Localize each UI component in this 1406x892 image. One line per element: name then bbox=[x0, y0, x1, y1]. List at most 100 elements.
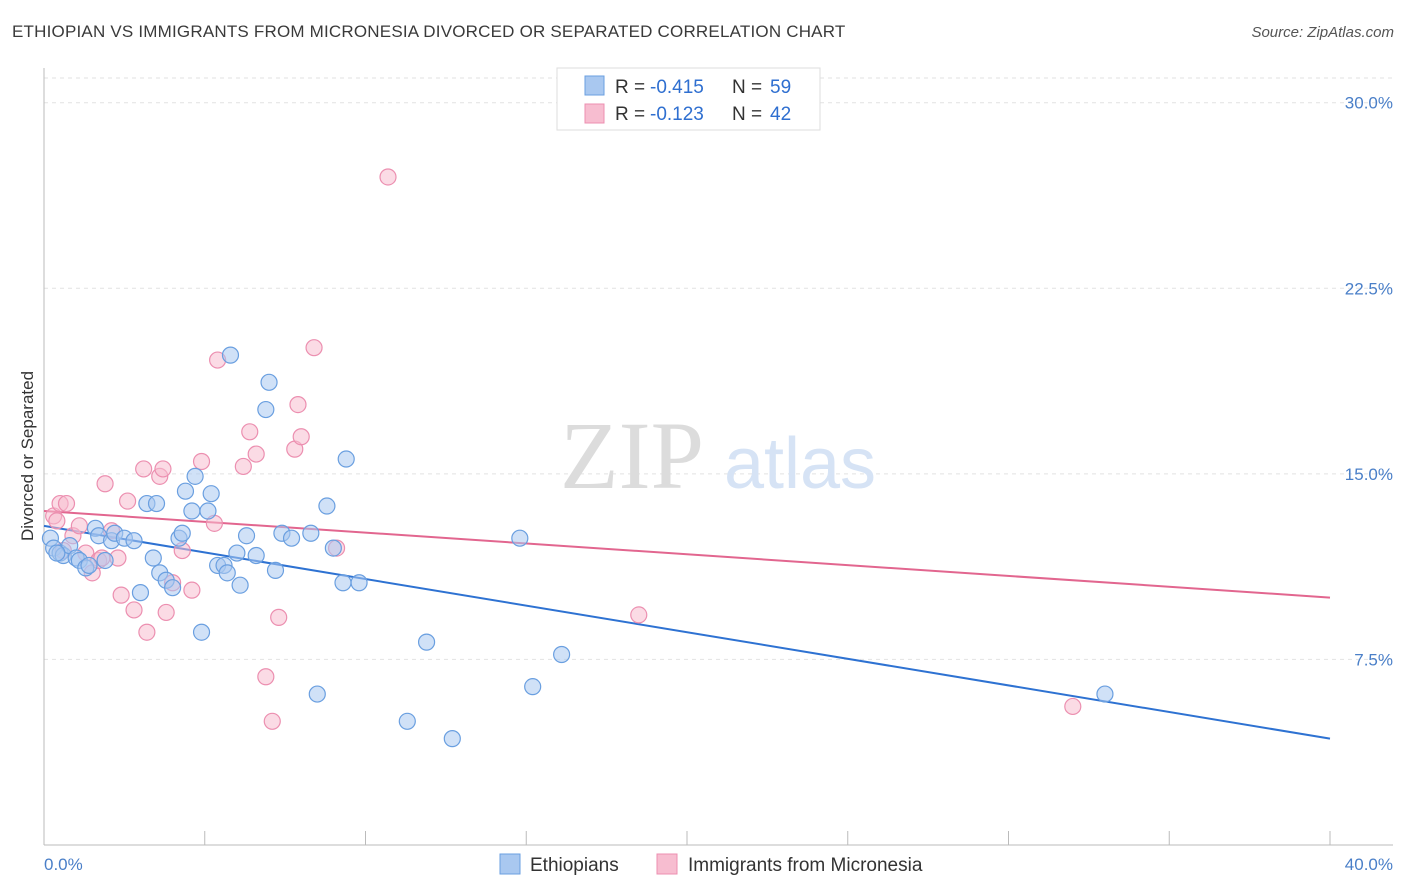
data-point-ethiopians bbox=[131, 584, 150, 602]
data-point-ethiopians bbox=[511, 529, 529, 547]
y-tick-label: 7.5% bbox=[1354, 650, 1393, 669]
data-point-ethiopians bbox=[443, 730, 461, 748]
data-points bbox=[41, 168, 1114, 748]
data-point-micronesia bbox=[70, 517, 88, 535]
data-point-ethiopians bbox=[176, 482, 195, 500]
data-point-ethiopians bbox=[1096, 685, 1114, 703]
data-point-ethiopians bbox=[266, 561, 285, 579]
watermark-atlas: atlas bbox=[724, 424, 876, 504]
data-point-ethiopians bbox=[164, 579, 182, 597]
bottom-legend-label-micronesia: Immigrants from Micronesia bbox=[688, 855, 923, 876]
y-tick-label: 30.0% bbox=[1345, 94, 1393, 113]
legend-swatch-micronesia bbox=[584, 103, 605, 124]
y-tick-labels: 7.5% 15.0% 22.5% 30.0% bbox=[1345, 94, 1393, 670]
data-point-ethiopians bbox=[553, 645, 571, 664]
data-point-ethiopians bbox=[247, 546, 265, 565]
legend-n-value-1: 59 bbox=[770, 77, 791, 98]
data-point-micronesia bbox=[289, 395, 307, 414]
data-point-micronesia bbox=[247, 445, 265, 463]
data-point-ethiopians bbox=[308, 685, 326, 703]
data-point-ethiopians bbox=[282, 529, 301, 547]
data-point-micronesia bbox=[135, 460, 153, 478]
data-point-micronesia bbox=[305, 339, 323, 357]
legend-n-label-1: N = bbox=[732, 77, 762, 98]
legend-swatch-ethiopians bbox=[584, 75, 605, 96]
data-point-ethiopians bbox=[202, 485, 220, 503]
y-tick-label: 15.0% bbox=[1345, 465, 1393, 484]
data-point-ethiopians bbox=[260, 373, 278, 391]
legend-r-label-1: R = bbox=[615, 77, 645, 98]
data-point-ethiopians bbox=[199, 502, 217, 520]
data-point-ethiopians bbox=[302, 524, 320, 542]
x-tick-label-max: 40.0% bbox=[1345, 855, 1393, 874]
data-point-ethiopians bbox=[228, 544, 246, 562]
data-point-ethiopians bbox=[147, 494, 166, 513]
legend-n-label-2: N = bbox=[732, 104, 762, 125]
data-point-micronesia bbox=[234, 457, 252, 476]
legend-r-value-1: -0.415 bbox=[650, 77, 704, 98]
bottom-legend: Ethiopians Immigrants from Micronesia bbox=[499, 853, 923, 876]
data-point-ethiopians bbox=[324, 539, 342, 557]
chart-title: ETHIOPIAN VS IMMIGRANTS FROM MICRONESIA … bbox=[12, 22, 846, 41]
trend-line-micronesia bbox=[43, 509, 1331, 599]
axes bbox=[43, 68, 1393, 846]
data-point-ethiopians bbox=[48, 544, 66, 562]
x-tick-labels: 0.0% 40.0% bbox=[44, 855, 1393, 874]
data-point-micronesia bbox=[263, 712, 281, 730]
legend: R = -0.415 N = 59 R = -0.123 N = 42 bbox=[556, 67, 821, 131]
y-axis-title: Divorced or Separated bbox=[18, 371, 37, 541]
watermark-zip: ZIP bbox=[560, 402, 704, 509]
data-point-ethiopians bbox=[186, 467, 204, 485]
data-point-micronesia bbox=[125, 601, 143, 619]
watermark: ZIP atlas bbox=[560, 402, 876, 509]
data-point-ethiopians bbox=[192, 623, 211, 641]
bottom-legend-swatch-ethiopians bbox=[499, 853, 521, 875]
data-point-ethiopians bbox=[125, 532, 143, 550]
data-point-ethiopians bbox=[524, 678, 542, 696]
bottom-legend-label-ethiopians: Ethiopians bbox=[530, 855, 619, 876]
data-point-ethiopians bbox=[96, 551, 114, 570]
data-point-ethiopians bbox=[237, 527, 256, 545]
data-point-ethiopians bbox=[231, 576, 249, 594]
data-point-micronesia bbox=[138, 623, 156, 641]
data-point-micronesia bbox=[1064, 697, 1082, 716]
data-point-ethiopians bbox=[337, 450, 355, 468]
data-point-ethiopians bbox=[350, 574, 368, 592]
data-point-ethiopians bbox=[318, 497, 336, 515]
data-point-micronesia bbox=[154, 460, 172, 478]
data-point-micronesia bbox=[183, 581, 201, 599]
data-point-ethiopians bbox=[183, 502, 201, 520]
data-point-micronesia bbox=[292, 428, 310, 446]
x-axis-ticks bbox=[43, 831, 1331, 845]
data-point-ethiopians bbox=[173, 524, 191, 542]
data-point-micronesia bbox=[241, 423, 259, 441]
data-point-ethiopians bbox=[398, 712, 416, 730]
data-point-micronesia bbox=[192, 452, 211, 471]
grid-lines bbox=[44, 77, 1393, 660]
data-point-ethiopians bbox=[144, 549, 162, 567]
data-point-micronesia bbox=[379, 168, 397, 186]
legend-r-label-2: R = bbox=[615, 104, 645, 125]
data-point-micronesia bbox=[112, 586, 130, 604]
data-point-ethiopians bbox=[257, 400, 275, 419]
legend-r-value-2: -0.123 bbox=[650, 104, 704, 125]
data-point-ethiopians bbox=[80, 556, 98, 575]
data-point-ethiopians bbox=[218, 564, 236, 582]
data-point-micronesia bbox=[257, 668, 275, 686]
source-credit: Source: ZipAtlas.com bbox=[1251, 24, 1394, 41]
data-point-micronesia bbox=[630, 606, 648, 624]
data-point-ethiopians bbox=[417, 633, 436, 651]
data-point-micronesia bbox=[48, 512, 66, 530]
legend-n-value-2: 42 bbox=[770, 104, 791, 125]
data-point-micronesia bbox=[96, 475, 114, 493]
y-tick-label: 22.5% bbox=[1345, 279, 1393, 298]
data-point-micronesia bbox=[157, 603, 175, 622]
data-point-micronesia bbox=[118, 492, 137, 510]
data-point-micronesia bbox=[270, 608, 288, 626]
bottom-legend-swatch-micronesia bbox=[656, 853, 678, 875]
data-point-ethiopians bbox=[334, 574, 352, 592]
data-point-micronesia bbox=[57, 494, 76, 513]
x-tick-label-min: 0.0% bbox=[44, 855, 83, 874]
data-point-ethiopians bbox=[221, 346, 240, 364]
